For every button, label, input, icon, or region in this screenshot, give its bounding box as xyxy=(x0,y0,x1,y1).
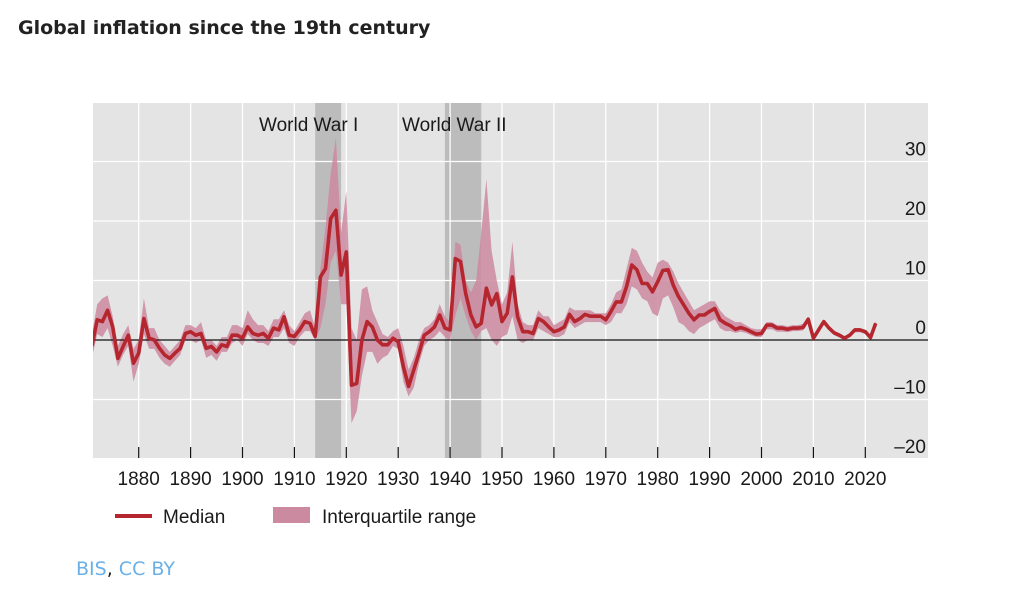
y-tick-label: –20 xyxy=(894,437,926,458)
x-tick-label: 1880 xyxy=(118,469,160,490)
y-tick-label: 20 xyxy=(905,199,926,220)
war-band-label: World War II xyxy=(402,115,507,136)
y-tick-label: –10 xyxy=(894,378,926,399)
y-tick-label: 30 xyxy=(905,140,926,161)
x-tick-label: 1910 xyxy=(273,469,315,490)
x-tick-label: 1950 xyxy=(481,469,523,490)
legend-iqr-swatch xyxy=(273,507,310,523)
license-link[interactable]: CC BY xyxy=(118,558,175,580)
legend: Median Interquartile range xyxy=(115,507,476,528)
iqr-band xyxy=(93,137,876,424)
x-tick-label: 1890 xyxy=(169,469,211,490)
x-tick-label: 1930 xyxy=(377,469,419,490)
credit-separator: , xyxy=(106,558,113,580)
x-tick-label: 1900 xyxy=(221,469,263,490)
x-tick-label: 1990 xyxy=(688,469,730,490)
legend-median-label: Median xyxy=(163,507,225,528)
x-tick-label: 1940 xyxy=(429,469,471,490)
y-tick-label: 10 xyxy=(905,259,926,280)
x-tick-label: 1980 xyxy=(637,469,679,490)
credit-line: BIS, CC BY xyxy=(76,558,175,580)
x-tick-label: 1970 xyxy=(585,469,627,490)
x-tick-label: 1960 xyxy=(533,469,575,490)
x-tick-label: 2010 xyxy=(792,469,834,490)
x-tick-label: 2000 xyxy=(740,469,782,490)
median-line xyxy=(93,208,878,389)
chart-title: Global inflation since the 19th century xyxy=(18,17,431,39)
x-tick-label: 2020 xyxy=(844,469,886,490)
war-band-label: World War I xyxy=(259,115,358,136)
legend-iqr-label: Interquartile range xyxy=(322,507,476,528)
x-tick-label: 1920 xyxy=(325,469,367,490)
source-link[interactable]: BIS xyxy=(76,558,107,580)
y-tick-label: 0 xyxy=(915,318,926,339)
